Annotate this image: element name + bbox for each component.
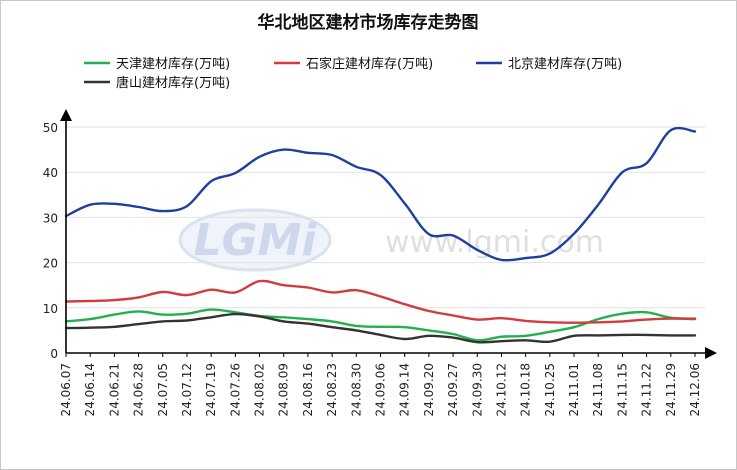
x-tick-label-24.12.06: 24.12.06 <box>688 363 702 416</box>
x-axis-arrow <box>705 347 717 359</box>
x-tick-label-24.09.14: 24.09.14 <box>398 363 412 416</box>
x-tick-label-24.06.07: 24.06.07 <box>59 363 73 416</box>
x-tick-label-24.09.20: 24.09.20 <box>422 363 436 416</box>
x-tick-label-24.09.30: 24.09.30 <box>470 363 484 416</box>
x-tick-label-24.09.27: 24.09.27 <box>446 363 460 416</box>
legend-label-tianjin: 天津建材库存(万吨) <box>116 56 230 72</box>
axis-layer <box>60 109 717 359</box>
legend: 天津建材库存(万吨) 石家庄建材库存(万吨) 北京建材库存(万吨) 唐山建材库存… <box>84 56 622 91</box>
x-tick-labels: 24.06.07 24.06.14 24.06.21 24.06.28 24.07.05… <box>59 363 702 416</box>
x-tick-label-24.11.22: 24.11.22 <box>640 363 654 416</box>
x-tick-label-24.10.25: 24.10.25 <box>543 363 557 416</box>
x-tick-label-24.07.12: 24.07.12 <box>180 363 194 416</box>
y-tick-label-10: 10 <box>43 302 58 316</box>
x-tick-label-24.07.19: 24.07.19 <box>204 363 218 416</box>
y-tick-label-20: 20 <box>43 257 58 271</box>
x-tick-label-24.11.08: 24.11.08 <box>591 363 605 416</box>
x-tick-label-24.06.28: 24.06.28 <box>132 363 146 416</box>
y-tick-label-50: 50 <box>43 121 58 135</box>
watermark: LGMi www.lgmi.com <box>178 208 604 272</box>
series-line-2 <box>64 126 697 262</box>
x-tick-label-24.08.23: 24.08.23 <box>325 363 339 416</box>
x-tick-label-24.08.16: 24.08.16 <box>301 363 315 416</box>
x-tick-label-24.07.05: 24.07.05 <box>156 363 170 416</box>
series-layer <box>64 126 697 344</box>
watermark-logo-ellipse <box>178 208 332 272</box>
y-tick-label-0: 0 <box>50 347 58 361</box>
x-tick-label-24.11.29: 24.11.29 <box>664 363 678 416</box>
x-tick-label-24.10.18: 24.10.18 <box>519 363 533 416</box>
x-tick-label-24.07.26: 24.07.26 <box>228 363 242 416</box>
watermark-logo-text: LGMi <box>193 215 317 266</box>
y-tick-labels: 0 10 20 30 40 50 <box>43 121 58 361</box>
x-tick-label-24.08.09: 24.08.09 <box>277 363 291 416</box>
x-tick-label-24.11.15: 24.11.15 <box>615 363 629 416</box>
series-line-1 <box>64 279 697 324</box>
y-tick-label-30: 30 <box>43 211 58 225</box>
x-tick-label-24.08.02: 24.08.02 <box>253 363 267 416</box>
watermark-url: www.lgmi.com <box>385 225 604 260</box>
grid-layer <box>66 126 705 309</box>
chart-title: 华北地区建材市场库存走势图 <box>258 12 479 33</box>
legend-label-beijing: 北京建材库存(万吨) <box>508 56 622 72</box>
x-tick-label-24.11.01: 24.11.01 <box>567 363 581 416</box>
legend-label-tangshan: 唐山建材库存(万吨) <box>116 75 230 91</box>
x-tick-label-24.08.30: 24.08.30 <box>349 363 363 416</box>
series-line-3 <box>64 312 697 344</box>
legend-label-shijiazhuang: 石家庄建材库存(万吨) <box>306 56 433 72</box>
x-tick-label-24.06.21: 24.06.21 <box>107 363 121 416</box>
x-tick-label-24.09.06: 24.09.06 <box>374 363 388 416</box>
y-tick-label-40: 40 <box>43 166 58 180</box>
x-tick-label-24.06.14: 24.06.14 <box>83 363 97 416</box>
x-tick-label-24.10.12: 24.10.12 <box>494 363 508 416</box>
y-axis-arrow <box>60 109 72 121</box>
